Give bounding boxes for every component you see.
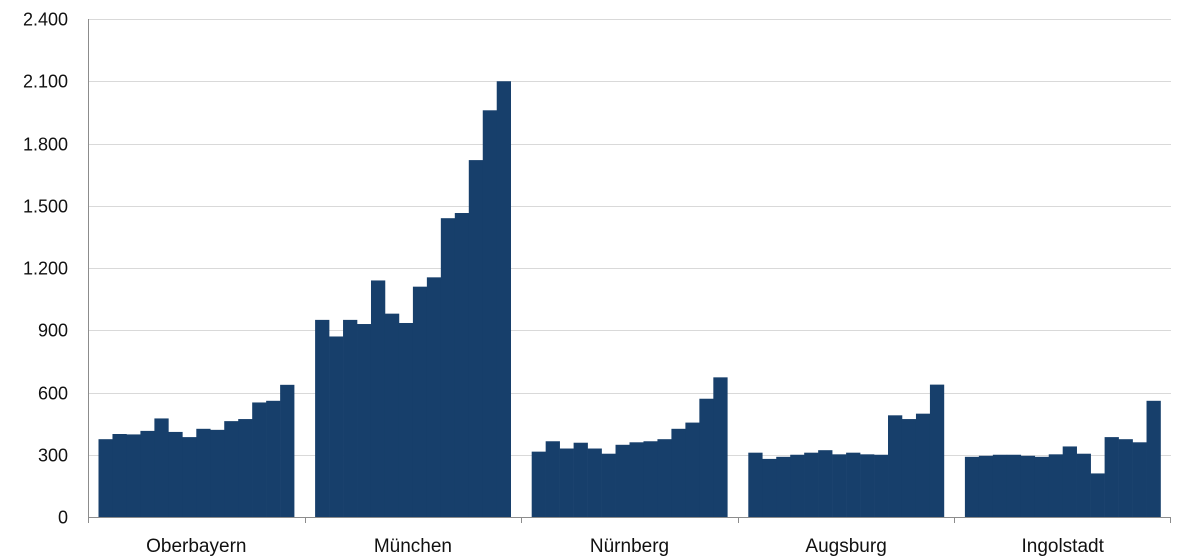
y-tick-label: 300 [38, 446, 68, 466]
bar [1006, 454, 1022, 517]
bar [929, 384, 945, 517]
bar [748, 452, 763, 517]
y-tick-label: 0 [58, 508, 68, 528]
bar [398, 322, 414, 517]
bar [629, 442, 644, 517]
x-category-label: Nürnberg [590, 536, 669, 557]
bar [315, 319, 330, 518]
bar [112, 434, 127, 517]
bar [384, 313, 400, 517]
x-category-label: Oberbayern [146, 536, 246, 557]
bar [1076, 453, 1091, 517]
bar [790, 454, 805, 517]
bar [713, 377, 728, 517]
bar [874, 454, 889, 517]
bar [818, 450, 833, 517]
bar [440, 218, 456, 517]
bar [454, 213, 470, 517]
bar [671, 428, 686, 517]
bar [1090, 473, 1105, 517]
bar [573, 442, 588, 517]
bar [1062, 446, 1077, 517]
bar [210, 429, 225, 517]
bars [98, 81, 1161, 518]
bar [370, 280, 386, 517]
bar [1104, 437, 1119, 517]
bar [545, 441, 560, 517]
bar [1146, 400, 1161, 517]
gridlines [88, 19, 1171, 456]
bar [496, 81, 511, 517]
bar [126, 434, 141, 517]
bar [238, 419, 253, 517]
y-tick-label: 1.500 [23, 197, 68, 217]
bar [266, 400, 281, 517]
bar [1132, 442, 1147, 517]
bar [860, 454, 875, 517]
bar [762, 458, 777, 517]
y-tick-label: 2.100 [23, 72, 68, 92]
bar [964, 456, 980, 517]
y-tick-label: 1.800 [23, 135, 68, 155]
y-tick-label: 900 [38, 321, 68, 341]
bar [643, 441, 658, 517]
bar [559, 448, 574, 517]
bar [699, 398, 714, 517]
bar [1020, 455, 1036, 517]
bar [182, 437, 197, 517]
bar [329, 336, 344, 517]
bar [615, 444, 630, 517]
x-category-label: Augsburg [805, 536, 886, 557]
bar [426, 277, 442, 517]
bar [224, 421, 239, 517]
bar [154, 418, 169, 517]
bar [1118, 439, 1133, 517]
bar [412, 286, 428, 517]
bar [804, 452, 819, 517]
bar [343, 319, 358, 518]
bar [776, 456, 791, 517]
bar [280, 384, 295, 517]
bar [357, 324, 372, 517]
y-tick-label: 2.400 [23, 10, 68, 30]
x-category-label: München [374, 536, 452, 557]
bar [846, 452, 861, 517]
y-tick-label: 1.200 [23, 259, 68, 279]
bar [1034, 456, 1050, 517]
y-axis-tick-labels: 0 300 600 900 1.200 1.500 1.800 2.100 2.400 [23, 10, 68, 528]
bar [98, 439, 113, 517]
bar [915, 413, 931, 517]
axes [88, 19, 1171, 523]
bar [978, 455, 994, 517]
bar [992, 454, 1008, 517]
bar [140, 430, 155, 517]
bar [832, 454, 847, 517]
bar [1048, 454, 1063, 517]
bar [252, 402, 267, 517]
x-category-label: Ingolstadt [1021, 536, 1104, 557]
bar [901, 419, 917, 517]
bar [657, 439, 672, 517]
bar [531, 451, 546, 517]
bar [468, 160, 484, 517]
bar [601, 453, 616, 517]
bar [168, 431, 183, 517]
y-tick-label: 600 [38, 384, 68, 404]
x-axis-category-labels: Oberbayern München Nürnberg Augsburg Ingolst… [146, 536, 1104, 557]
bar [587, 448, 602, 517]
bar [196, 428, 211, 517]
bar [482, 110, 498, 518]
bar [888, 415, 903, 517]
bar [685, 422, 700, 517]
